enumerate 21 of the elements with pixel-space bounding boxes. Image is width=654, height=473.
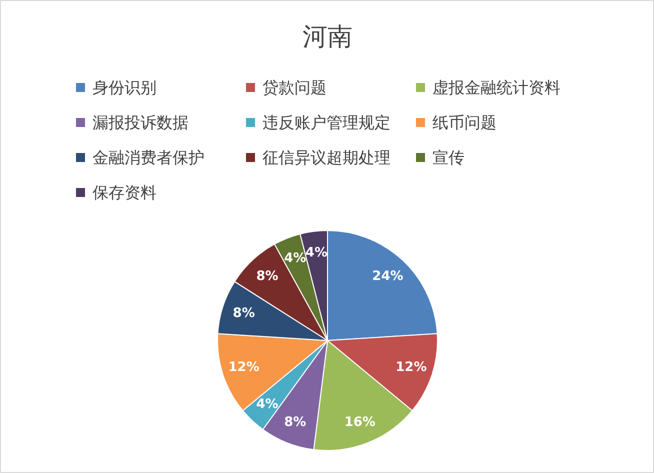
- data-label: 4%: [305, 246, 328, 261]
- data-label: 4%: [284, 251, 306, 266]
- data-label: 16%: [344, 414, 376, 430]
- legend-label: 贷款问题: [262, 78, 326, 97]
- data-label: 12%: [228, 360, 260, 376]
- legend-label: 征信异议超期处理: [262, 148, 390, 167]
- legend-label: 金融消费者保护: [92, 148, 204, 167]
- data-label: 8%: [256, 268, 278, 284]
- data-label: 12%: [396, 360, 427, 376]
- data-label: 8%: [232, 306, 255, 321]
- data-label: 4%: [256, 397, 278, 412]
- data-label: 24%: [372, 268, 404, 284]
- legend-label: 漏报投诉数据: [92, 113, 188, 132]
- chart-title: 河南: [302, 22, 352, 51]
- legend-label: 身份识别: [92, 78, 156, 97]
- legend-label: 保存资料: [92, 183, 156, 202]
- legend-label: 纸币问题: [432, 113, 496, 132]
- data-label: 8%: [284, 414, 306, 430]
- legend-label: 虚报金融统计资料: [432, 78, 560, 97]
- legend-label: 宣传: [432, 148, 464, 167]
- legend-label: 违反账户管理规定: [262, 113, 390, 132]
